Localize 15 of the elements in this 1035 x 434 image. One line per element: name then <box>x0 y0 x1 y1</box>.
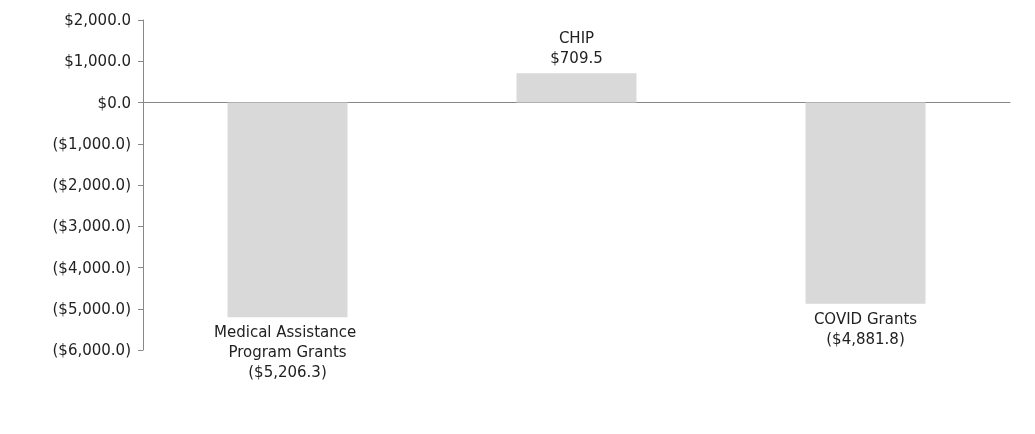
data-label: $709.5 <box>550 49 603 68</box>
x-tick-label: COVID Grants <box>813 309 918 328</box>
y-tick-label: $2,000.0 <box>64 11 131 29</box>
x-tick-label: Medical Assistance Program Grants <box>214 323 361 362</box>
y-tick-label: ($3,000.0) <box>52 217 131 236</box>
y-tick-label: ($4,000.0) <box>52 258 131 277</box>
y-tick-label: ($1,000.0) <box>52 134 131 153</box>
data-label: ($4,881.8) <box>826 329 905 348</box>
y-tick-label: ($5,000.0) <box>52 299 131 318</box>
y-tick-label: $1,000.0 <box>64 52 131 71</box>
x-tick-label: CHIP <box>558 29 595 48</box>
y-tick-label: ($6,000.0) <box>52 341 131 359</box>
y-tick-label: $0.0 <box>97 93 131 112</box>
data-label: ($5,206.3) <box>248 363 327 382</box>
y-tick-label: ($2,000.0) <box>52 176 131 194</box>
